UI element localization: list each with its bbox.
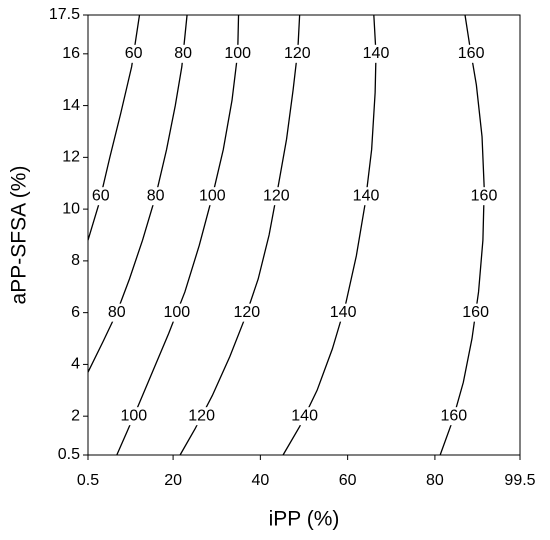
label-background xyxy=(437,407,470,426)
x-axis-title: iPP (%) xyxy=(269,508,340,531)
contour-label: 160 xyxy=(471,187,498,204)
label-background xyxy=(327,303,360,322)
contour-label: 140 xyxy=(353,187,380,204)
contour-label: 100 xyxy=(120,407,147,424)
contour-label: 80 xyxy=(147,187,165,204)
label-background xyxy=(185,407,218,426)
x-tick-label: 80 xyxy=(426,472,444,489)
y-tick-label: 17.5 xyxy=(49,6,80,23)
label-background xyxy=(117,407,150,426)
contour-label: 140 xyxy=(291,407,318,424)
contour-label: 120 xyxy=(284,45,311,62)
label-background xyxy=(455,44,488,63)
label-background xyxy=(84,187,117,206)
label-background xyxy=(221,44,254,63)
label-background xyxy=(167,44,200,63)
contour-line xyxy=(87,14,188,373)
y-tick-label: 14 xyxy=(62,97,80,114)
contour-label: 160 xyxy=(440,407,467,424)
label-background xyxy=(468,187,501,206)
contour-line xyxy=(116,14,240,456)
label-background xyxy=(160,303,193,322)
x-tick-label: 40 xyxy=(251,472,269,489)
x-tick-label: 0.5 xyxy=(77,472,99,489)
contour-label: 160 xyxy=(458,45,485,62)
contour-label: 100 xyxy=(163,304,190,321)
label-background xyxy=(360,44,392,63)
label-background xyxy=(117,44,150,63)
label-background xyxy=(350,187,383,206)
y-axis-title: aPP-SFSA (%) xyxy=(8,166,31,305)
label-background xyxy=(230,303,263,322)
contour-label: 80 xyxy=(108,304,126,321)
y-tick-label: 10 xyxy=(62,200,80,217)
x-tick-label: 60 xyxy=(339,472,357,489)
label-background xyxy=(288,407,321,426)
label-background xyxy=(100,303,133,322)
contour-label: 80 xyxy=(174,45,192,62)
label-background xyxy=(139,187,172,206)
y-tick-label: 2 xyxy=(71,407,80,424)
label-background xyxy=(281,44,314,63)
contour-label: 140 xyxy=(363,45,390,62)
label-background xyxy=(260,187,293,206)
contour-label: 100 xyxy=(199,187,226,204)
contour-label: 60 xyxy=(92,187,110,204)
contour-label: 60 xyxy=(125,45,143,62)
x-tick-label: 99.5 xyxy=(504,472,535,489)
y-tick-label: 16 xyxy=(62,45,80,62)
contour-label: 120 xyxy=(188,407,215,424)
y-tick-label: 8 xyxy=(71,252,80,269)
contour-label: 120 xyxy=(233,304,260,321)
contour-line xyxy=(179,14,301,456)
y-tick-label: 12 xyxy=(62,149,80,166)
x-tick-label: 20 xyxy=(164,472,182,489)
y-tick-label: 0.5 xyxy=(58,446,80,463)
contour-line xyxy=(439,14,485,456)
y-tick-label: 4 xyxy=(71,356,80,373)
plot-frame xyxy=(87,14,521,456)
y-tick-label: 6 xyxy=(71,304,80,321)
contour-label: 100 xyxy=(224,45,251,62)
contour-label: 160 xyxy=(462,304,489,321)
contour-label: 140 xyxy=(330,304,357,321)
contour-line xyxy=(282,14,377,456)
label-background xyxy=(459,303,492,322)
contour-label: 120 xyxy=(263,187,290,204)
label-background xyxy=(196,187,229,206)
